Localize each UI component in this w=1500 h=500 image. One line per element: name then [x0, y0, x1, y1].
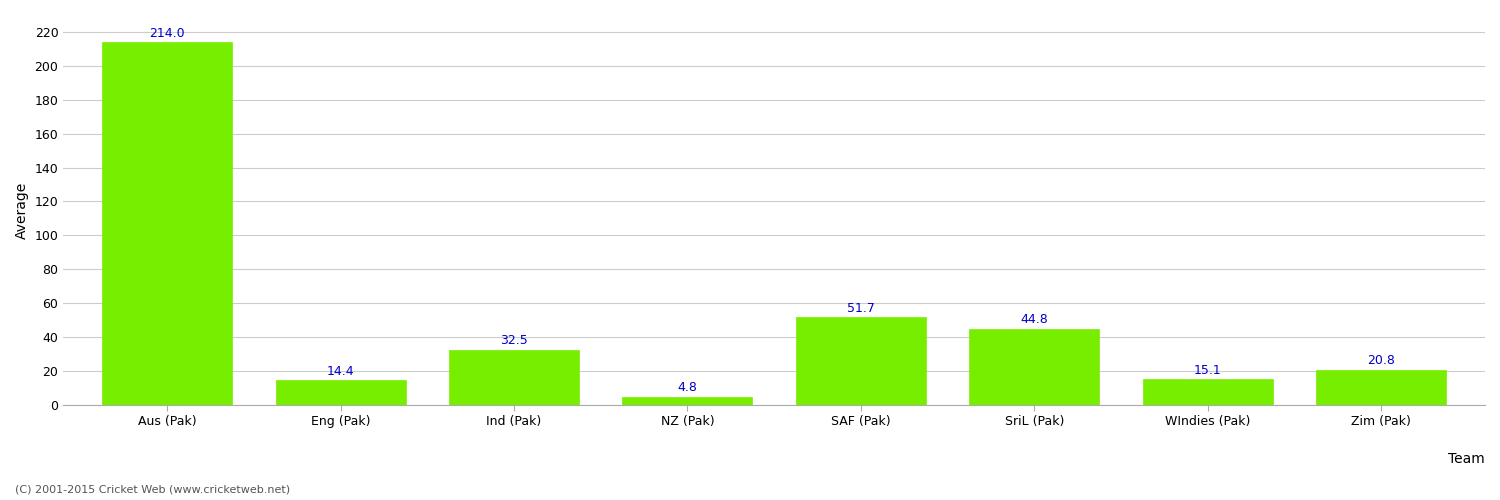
Y-axis label: Average: Average	[15, 182, 28, 238]
Text: 32.5: 32.5	[500, 334, 528, 347]
Bar	[969, 329, 1100, 405]
Text: Team: Team	[1448, 452, 1485, 466]
Text: 4.8: 4.8	[678, 381, 698, 394]
Bar	[1316, 370, 1446, 405]
Bar	[1143, 379, 1272, 405]
Text: 20.8: 20.8	[1366, 354, 1395, 367]
Text: 14.4: 14.4	[327, 365, 354, 378]
Text: 51.7: 51.7	[847, 302, 874, 314]
Bar	[102, 42, 232, 405]
Bar	[796, 317, 926, 405]
Bar	[448, 350, 579, 405]
Text: 15.1: 15.1	[1194, 364, 1221, 376]
Text: 214.0: 214.0	[150, 26, 184, 40]
Bar	[622, 396, 753, 405]
Text: (C) 2001-2015 Cricket Web (www.cricketweb.net): (C) 2001-2015 Cricket Web (www.cricketwe…	[15, 485, 290, 495]
Text: 44.8: 44.8	[1020, 314, 1048, 326]
Bar	[276, 380, 405, 405]
